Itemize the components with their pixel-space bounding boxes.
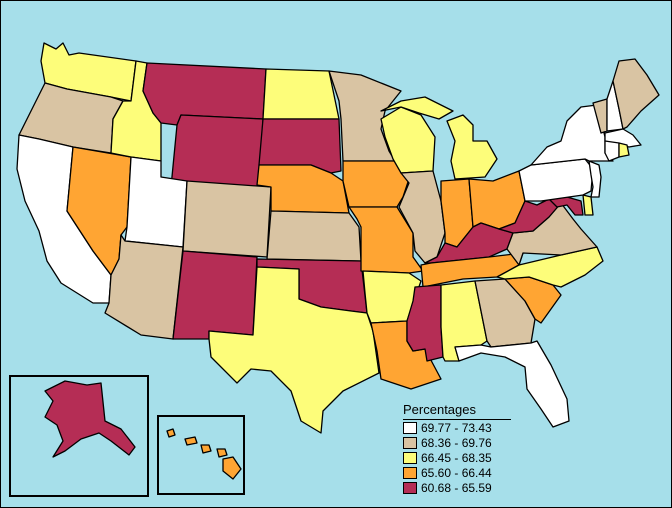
- state-hi-4[interactable]: [216, 448, 228, 458]
- legend-swatch: [403, 481, 417, 494]
- state-ak[interactable]: [44, 380, 136, 458]
- state-ri[interactable]: [618, 142, 630, 158]
- state-hi-3[interactable]: [200, 444, 212, 454]
- state-wv[interactable]: [498, 198, 562, 234]
- state-de[interactable]: [582, 194, 594, 216]
- state-ks[interactable]: [266, 210, 362, 262]
- state-mi[interactable]: [446, 114, 498, 180]
- legend-item: 68.36 - 69.76: [403, 435, 517, 450]
- state-tx[interactable]: [208, 266, 380, 434]
- state-nj[interactable]: [588, 160, 602, 198]
- legend-item: 69.77 - 73.43: [403, 420, 517, 435]
- legend-item: 66.45 - 68.35: [403, 450, 517, 465]
- state-mi-up[interactable]: [380, 96, 454, 120]
- legend-swatch: [403, 466, 417, 479]
- state-nm[interactable]: [172, 250, 258, 340]
- legend-title: Percentages: [403, 402, 476, 417]
- legend-divider: [403, 419, 511, 420]
- state-md[interactable]: [540, 196, 584, 216]
- state-hi-5[interactable]: [222, 456, 242, 480]
- legend-label: 65.60 - 66.44: [421, 465, 492, 480]
- state-nd[interactable]: [262, 68, 340, 120]
- legend-item: 65.60 - 66.44: [403, 465, 517, 480]
- state-pa[interactable]: [518, 158, 594, 202]
- state-me[interactable]: [612, 58, 660, 130]
- legend-label: 60.68 - 65.59: [421, 480, 492, 495]
- legend-label: 68.36 - 69.76: [421, 435, 492, 450]
- state-hi-1[interactable]: [166, 428, 176, 438]
- legend-items: 69.77 - 73.43 68.36 - 69.76 66.45 - 68.35 6…: [397, 420, 517, 495]
- legend-label: 69.77 - 73.43: [421, 420, 492, 435]
- legend-swatch: [403, 436, 417, 449]
- state-nc[interactable]: [496, 246, 604, 288]
- state-co[interactable]: [182, 180, 272, 258]
- legend: Percentages 69.77 - 73.43 68.36 - 69.76 66…: [397, 402, 517, 495]
- legend-item: 60.68 - 65.59: [403, 480, 517, 495]
- state-mn[interactable]: [328, 70, 402, 162]
- legend-swatch: [403, 421, 417, 434]
- state-ct[interactable]: [604, 140, 620, 162]
- state-hi-2[interactable]: [184, 436, 198, 446]
- state-mo[interactable]: [348, 206, 424, 274]
- alaska-inset: [9, 375, 149, 497]
- legend-label: 66.45 - 68.35: [421, 450, 492, 465]
- state-fl[interactable]: [454, 340, 570, 428]
- hawaii-inset: [157, 415, 245, 495]
- legend-swatch: [403, 451, 417, 464]
